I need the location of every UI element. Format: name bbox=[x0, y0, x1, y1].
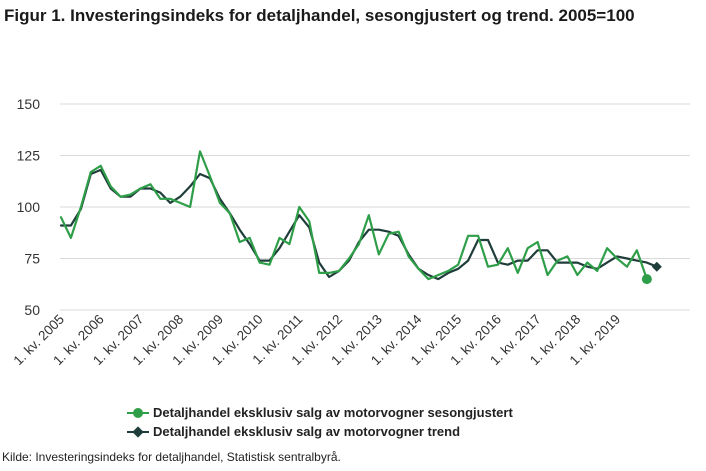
legend-label-seasonal: Detaljhandel eksklusiv salg av motorvogn… bbox=[153, 405, 513, 420]
y-axis-ticks: 50 75 100 125 150 bbox=[17, 96, 41, 318]
series-lines bbox=[59, 150, 662, 285]
marker-last-trend bbox=[651, 261, 662, 272]
marker-last-seasonal bbox=[641, 274, 652, 285]
y-tick-label-150: 150 bbox=[17, 96, 41, 112]
legend-swatch-seasonal bbox=[127, 407, 149, 419]
legend: Detaljhandel eksklusiv salg av motorvogn… bbox=[127, 403, 513, 441]
series-line-seasonal bbox=[59, 150, 649, 281]
series-line-trend bbox=[59, 168, 658, 281]
grid-lines bbox=[60, 103, 690, 311]
chart-title: Figur 1. Investeringsindeks for detaljha… bbox=[4, 6, 635, 25]
source-note: Kilde: Investeringsindeks for detaljhand… bbox=[2, 450, 341, 464]
legend-item-seasonal[interactable]: Detaljhandel eksklusiv salg av motorvogn… bbox=[127, 403, 513, 422]
legend-item-trend[interactable]: Detaljhandel eksklusiv salg av motorvogn… bbox=[127, 422, 513, 441]
y-tick-label-125: 125 bbox=[17, 148, 41, 164]
legend-swatch-trend bbox=[127, 425, 149, 438]
y-tick-label-75: 75 bbox=[24, 251, 40, 267]
y-tick-label-50: 50 bbox=[24, 302, 40, 318]
legend-label-trend: Detaljhandel eksklusiv salg av motorvogn… bbox=[153, 424, 461, 439]
y-tick-label-100: 100 bbox=[17, 199, 41, 215]
